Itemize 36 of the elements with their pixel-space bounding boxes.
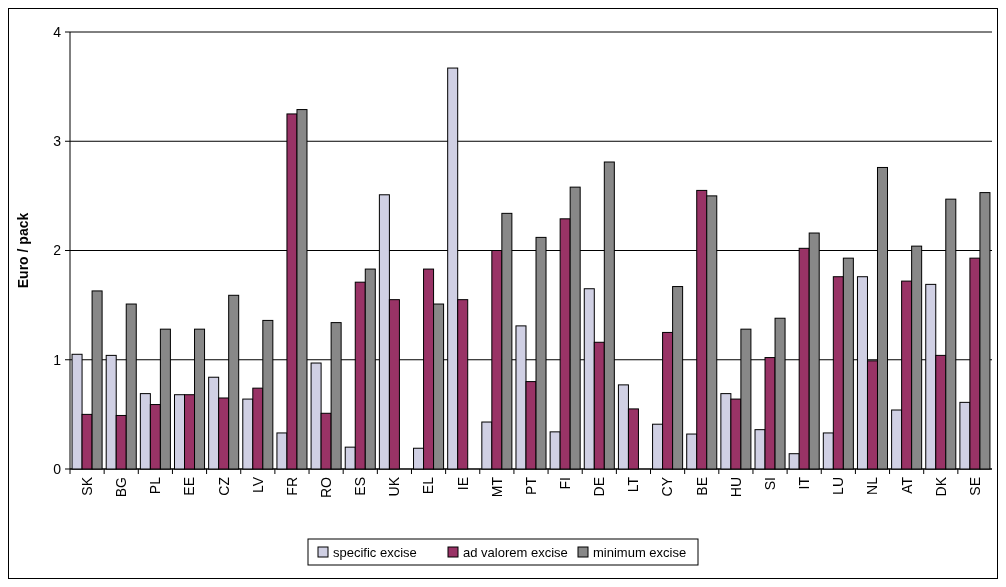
y-tick-label: 3 xyxy=(53,133,62,150)
legend-label: ad valorem excise xyxy=(463,544,568,560)
x-tick-label: PL xyxy=(147,476,164,495)
x-tick-label: LV xyxy=(249,476,266,494)
x-tick-label: EE xyxy=(181,477,198,496)
x-tick-label: DE xyxy=(591,477,608,497)
x-tick-label: UK xyxy=(386,476,403,497)
x-tick-label: HU xyxy=(727,477,744,498)
x-tick-label: IE xyxy=(454,477,471,491)
x-tick-label: AT xyxy=(898,476,915,494)
x-tick-label: SE xyxy=(966,477,983,496)
x-tick-label: FR xyxy=(283,477,300,496)
x-tick-label: CZ xyxy=(215,476,232,496)
x-tick-label: IT xyxy=(796,476,813,490)
x-tick-label: BG xyxy=(113,477,130,498)
x-tick-label: SK xyxy=(78,476,95,496)
x-tick-label: EL xyxy=(420,476,437,495)
x-tick-label: SI xyxy=(761,477,778,491)
x-tick-label: CY xyxy=(659,476,676,497)
x-tick-label: DK xyxy=(932,476,949,497)
y-axis-title: Euro / pack xyxy=(15,212,31,289)
x-tick-label: LT xyxy=(625,476,642,493)
x-tick-label: PT xyxy=(522,476,539,495)
y-tick-label: 0 xyxy=(53,460,62,477)
y-tick-label: 4 xyxy=(53,23,62,40)
x-tick-label: NL xyxy=(864,476,881,495)
x-tick-label: RO xyxy=(318,476,335,498)
x-tick-label: LU xyxy=(830,477,847,495)
x-tick-label: FI xyxy=(557,477,574,490)
legend-label: minimum excise xyxy=(593,544,687,560)
x-tick-label: BE xyxy=(693,477,710,496)
y-tick-label: 2 xyxy=(53,242,62,259)
x-tick-label: ES xyxy=(352,477,369,496)
y-tick-label: 1 xyxy=(53,351,62,368)
x-tick-label: MT xyxy=(488,476,505,498)
legend-label: specific excise xyxy=(333,544,417,560)
